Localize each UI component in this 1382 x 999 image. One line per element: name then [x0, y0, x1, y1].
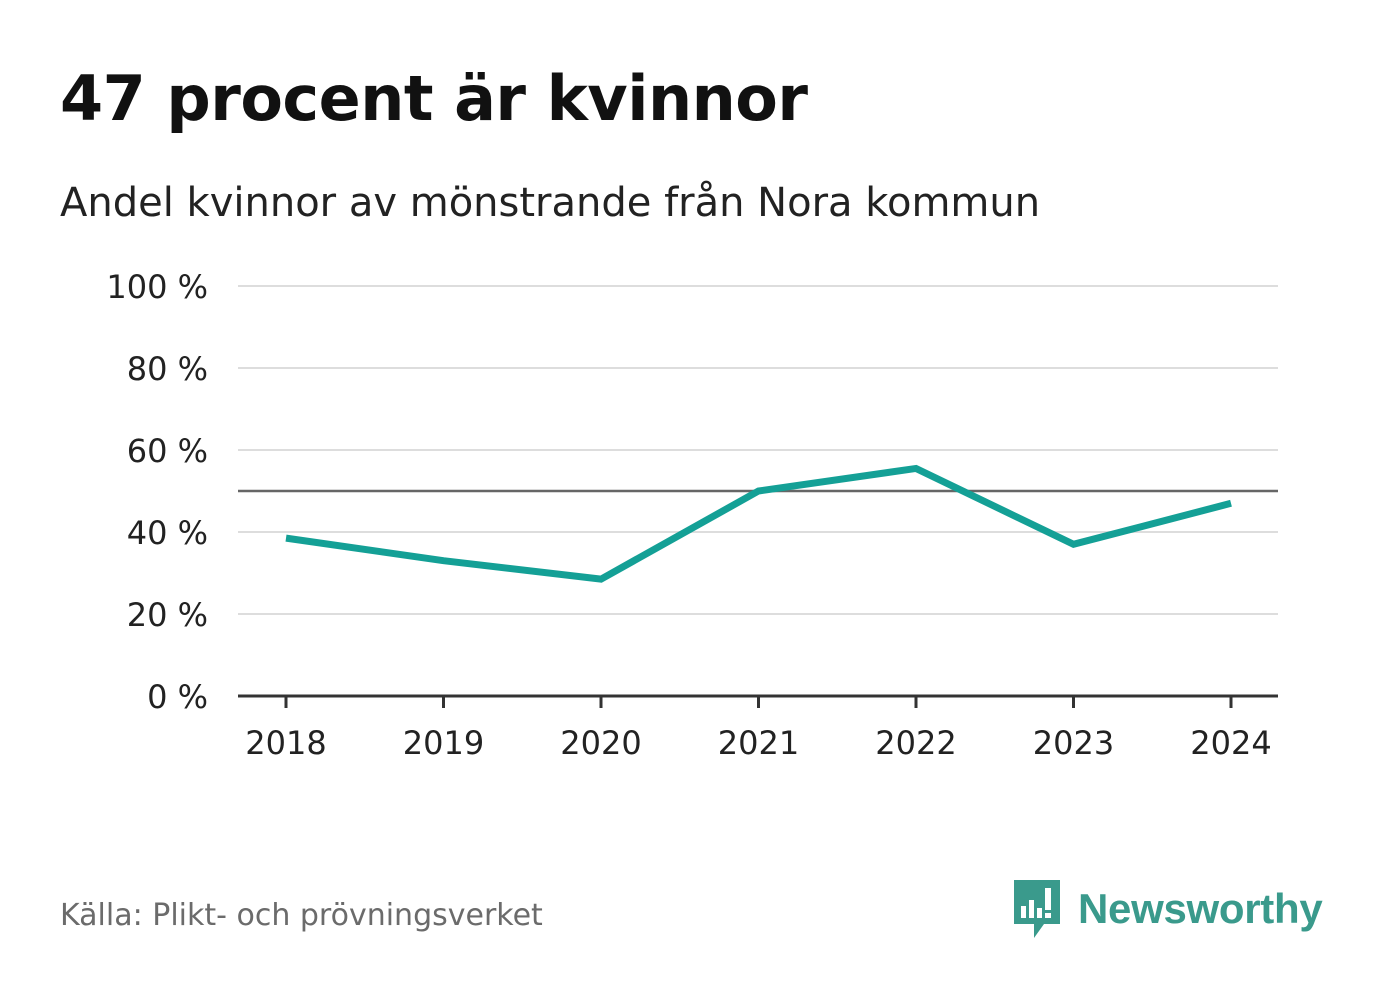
chart-title: 47 procent är kvinnor — [60, 62, 808, 135]
x-tick-label-2019: 2019 — [403, 724, 484, 762]
x-tick-label-2022: 2022 — [875, 724, 956, 762]
brand-name: Newsworthy — [1078, 885, 1323, 932]
y-tick-label-80: 80 % — [127, 350, 208, 388]
chart-subtitle: Andel kvinnor av mönstrande från Nora ko… — [60, 180, 1041, 226]
y-tick-label-40: 40 % — [127, 514, 208, 552]
y-tick-label-20: 20 % — [127, 596, 208, 634]
series-group — [285, 464, 1232, 583]
y-tick-label-100: 100 % — [106, 268, 208, 306]
brand-logo: Newsworthy — [1010, 876, 1323, 942]
newsworthy-logo-icon — [1014, 880, 1060, 938]
y-tick-label-60: 60 % — [127, 432, 208, 470]
y-axis-labels: 0 % 20 % 40 % 60 % 80 % 100 % — [106, 268, 208, 716]
source-note: Källa: Plikt- och prövningsverket — [60, 898, 543, 933]
x-tick-label-2024: 2024 — [1190, 724, 1271, 762]
grid-lines — [238, 285, 1278, 615]
x-tick-label-2023: 2023 — [1033, 724, 1114, 762]
y-tick-label-0: 0 % — [147, 678, 208, 716]
series-line-0 — [285, 464, 1232, 583]
x-tick-label-2020: 2020 — [560, 724, 641, 762]
x-tick-label-2021: 2021 — [718, 724, 799, 762]
x-axis: 2018 2019 2020 2021 2022 2023 2024 — [238, 694, 1278, 762]
x-tick-label-2018: 2018 — [245, 724, 326, 762]
